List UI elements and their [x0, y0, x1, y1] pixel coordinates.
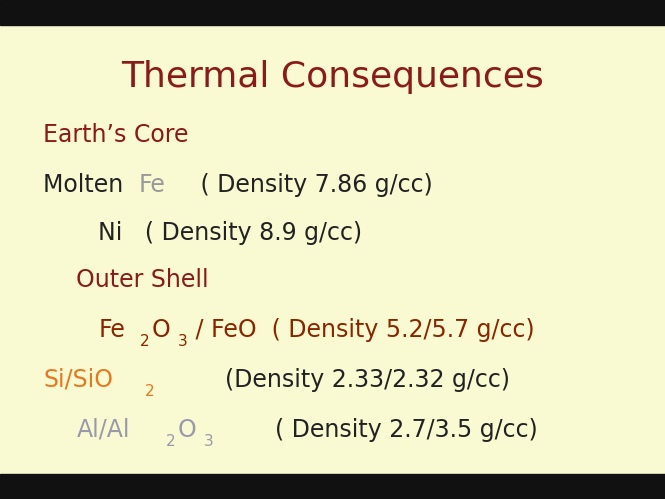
- Text: ( Density 7.86 g/cc): ( Density 7.86 g/cc): [178, 173, 433, 197]
- Text: 3: 3: [204, 434, 214, 449]
- Text: Ni   ( Density 8.9 g/cc): Ni ( Density 8.9 g/cc): [98, 221, 362, 245]
- Text: (Density 2.33/2.32 g/cc): (Density 2.33/2.32 g/cc): [165, 368, 510, 392]
- Text: Fe: Fe: [138, 173, 165, 197]
- Text: 3: 3: [178, 334, 188, 349]
- Text: Al/Al: Al/Al: [76, 418, 130, 442]
- Text: 2: 2: [145, 384, 154, 399]
- Text: 2: 2: [166, 434, 176, 449]
- Text: Outer Shell: Outer Shell: [76, 268, 209, 292]
- Text: O: O: [152, 318, 170, 342]
- Text: ( Density 2.7/3.5 g/cc): ( Density 2.7/3.5 g/cc): [215, 418, 537, 442]
- Text: Molten: Molten: [43, 173, 138, 197]
- Text: Earth’s Core: Earth’s Core: [43, 123, 189, 147]
- Text: Thermal Consequences: Thermal Consequences: [121, 60, 544, 94]
- Text: 2: 2: [140, 334, 149, 349]
- Text: / FeO  ( Density 5.2/5.7 g/cc): / FeO ( Density 5.2/5.7 g/cc): [188, 318, 535, 342]
- Text: O: O: [178, 418, 196, 442]
- Text: Si/SiO: Si/SiO: [43, 368, 113, 392]
- Text: Fe: Fe: [98, 318, 125, 342]
- Bar: [0, 474, 665, 499]
- Bar: [0, 0, 665, 25]
